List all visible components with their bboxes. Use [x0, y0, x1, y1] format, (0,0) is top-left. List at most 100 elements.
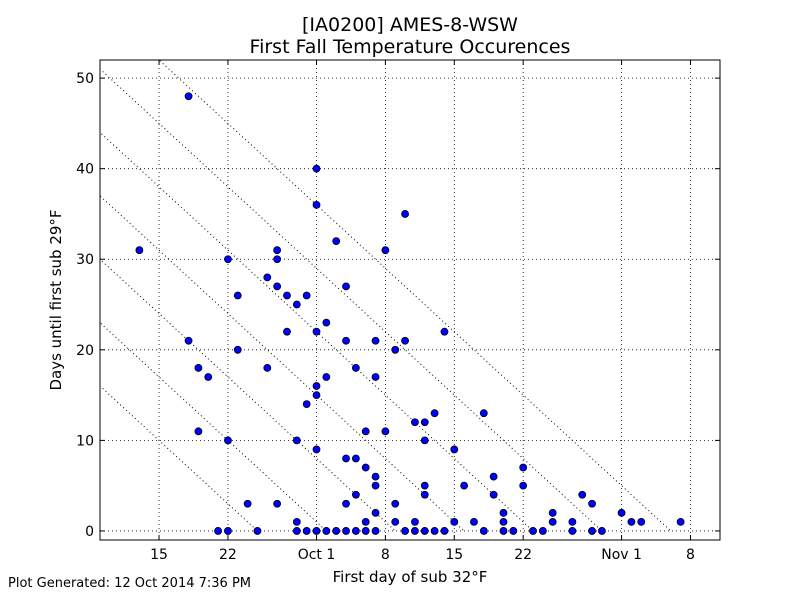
data-point [194, 427, 203, 436]
data-point [312, 201, 321, 209]
data-point [214, 527, 222, 535]
data-point [322, 318, 331, 327]
data-point [342, 454, 350, 463]
data-point [342, 282, 350, 291]
data-point [637, 517, 646, 526]
x-axis-label: First day of sub 32°F [333, 568, 488, 586]
y-tick-label: 0 [85, 524, 94, 540]
data-point [283, 291, 291, 300]
data-point [292, 517, 301, 526]
data-point [401, 210, 409, 218]
data-point [312, 391, 321, 399]
data-point [224, 255, 232, 264]
data-point [430, 409, 439, 418]
data-point [361, 463, 370, 472]
data-point [460, 481, 469, 490]
data-point [489, 490, 498, 499]
y-tick-label: 50 [76, 71, 94, 87]
data-points [135, 92, 685, 535]
data-point [184, 92, 193, 101]
y-tick-label: 30 [76, 252, 94, 268]
data-point [529, 527, 537, 535]
chart-title: [IA0200] AMES-8-WSW [302, 14, 518, 36]
data-point [283, 327, 291, 336]
data-point [450, 517, 459, 526]
x-tick-label: 22 [514, 547, 532, 563]
data-point [273, 246, 282, 255]
data-point [538, 527, 547, 535]
data-point [361, 517, 370, 526]
data-point [568, 517, 577, 526]
data-point [519, 481, 528, 490]
data-point [519, 463, 528, 472]
data-point [351, 454, 360, 463]
data-point [312, 382, 321, 390]
data-point [351, 527, 360, 535]
data-point [676, 517, 685, 526]
data-point [342, 499, 350, 508]
data-point [312, 527, 321, 535]
data-point [568, 527, 577, 535]
data-point [312, 164, 321, 173]
data-point [302, 527, 311, 535]
data-point [499, 517, 508, 526]
data-point [617, 508, 626, 517]
data-point [273, 282, 282, 291]
data-point [302, 291, 311, 300]
guide-line [158, 60, 672, 532]
data-point [371, 527, 380, 535]
data-point [381, 246, 390, 255]
data-point [588, 499, 596, 508]
data-point [263, 364, 272, 372]
data-point [479, 409, 488, 418]
data-point [312, 445, 321, 454]
y-axis-label: Days until first sub 29°F [47, 209, 65, 390]
data-point [342, 527, 350, 535]
data-point [361, 527, 370, 535]
data-point [332, 527, 341, 535]
data-point [420, 481, 429, 490]
x-tick-label: Oct 1 [298, 547, 336, 563]
data-point [391, 517, 400, 526]
data-point [440, 527, 449, 535]
data-point [371, 472, 380, 481]
data-point [391, 499, 400, 508]
data-point [332, 237, 341, 246]
data-point [470, 517, 478, 526]
data-point [509, 527, 518, 535]
x-tick-label: 15 [150, 547, 168, 563]
data-point [627, 517, 636, 526]
x-tick-label: 8 [686, 547, 695, 563]
x-axis-ticks: 15 22 Oct 1 8 15 22 Nov 1 8 [150, 60, 695, 563]
data-point [371, 481, 380, 490]
guide-line [100, 385, 258, 532]
data-point [342, 336, 350, 345]
data-point [411, 527, 419, 535]
data-point [371, 336, 380, 345]
data-point [351, 490, 360, 499]
data-point [371, 373, 380, 381]
data-point [420, 527, 429, 535]
data-point [312, 327, 321, 336]
x-tick-label: 8 [381, 547, 390, 563]
data-point [411, 517, 419, 526]
data-point [411, 418, 419, 427]
data-point [430, 527, 439, 535]
data-point [499, 527, 508, 535]
guide-line [100, 195, 465, 532]
data-point [361, 427, 370, 436]
data-point [292, 300, 301, 309]
data-point [371, 508, 380, 517]
data-point [479, 527, 488, 535]
data-point [351, 364, 360, 372]
data-point [391, 345, 400, 354]
data-point [401, 336, 409, 345]
data-point [499, 508, 508, 517]
guide-line [100, 68, 603, 532]
data-point [322, 527, 331, 535]
data-point [322, 373, 331, 381]
data-point [588, 527, 596, 535]
data-point [420, 490, 429, 499]
data-point [450, 445, 459, 454]
